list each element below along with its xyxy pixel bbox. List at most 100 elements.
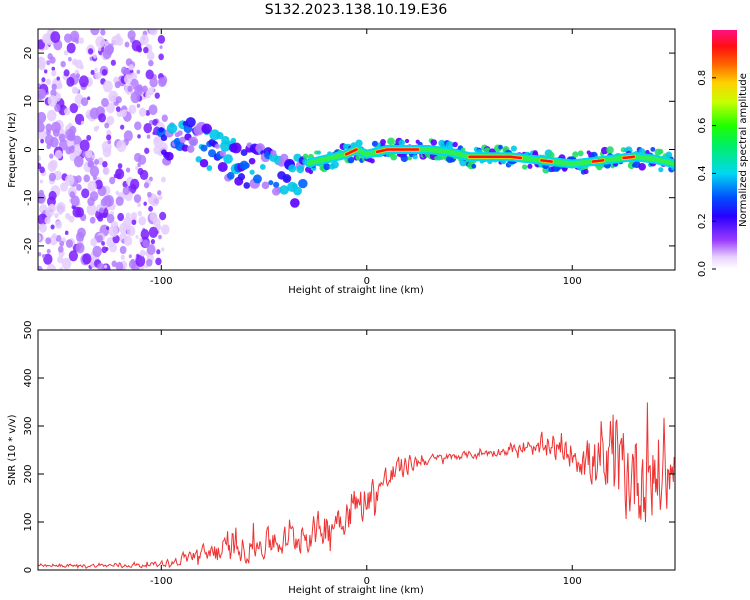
spectrogram-noise-cell <box>138 107 147 117</box>
spectrogram-noise-cell <box>108 225 119 238</box>
spectrogram-signal-cell <box>561 166 568 172</box>
spectrogram-noise-cell <box>86 134 92 141</box>
x-tick-label: -100 <box>150 576 173 587</box>
spectrogram-noise-cell <box>149 77 158 88</box>
spectrogram-noise-cell <box>102 166 110 176</box>
spectrogram-noise-cell <box>127 85 133 93</box>
spectrogram-noise-cell <box>64 174 75 186</box>
spectrogram-noise-cell <box>135 166 139 171</box>
spectrogram-noise-cell <box>106 115 115 126</box>
spectrogram-signal-cell <box>279 185 289 195</box>
spectrogram-noise-cell <box>133 194 142 203</box>
spectrogram-signal-cell <box>404 138 410 144</box>
spectrogram-noise-cell <box>128 64 134 71</box>
spectrogram-noise-cell <box>65 146 72 155</box>
spectrogram-noise-cell <box>160 176 166 183</box>
spectrogram-noise-cell <box>46 263 57 270</box>
spectrogram-noise-cell <box>123 74 133 85</box>
spectrogram-noise-cell <box>45 129 51 136</box>
spectrogram-noise-cell <box>136 84 143 93</box>
spectrogram-signal-cell <box>206 165 213 171</box>
spectrogram-noise-cell <box>90 69 95 75</box>
spectrogram-noise-cell <box>69 103 79 114</box>
spectrogram-noise-cell <box>97 47 102 52</box>
spectrogram-noise-cell <box>75 175 82 184</box>
spectrogram-noise-cell <box>43 69 48 74</box>
spectrogram-noise-cell <box>161 114 168 122</box>
spectrogram-noise-cell <box>46 60 51 66</box>
spectrogram-noise-cell <box>128 254 132 259</box>
spectrogram-noise-cell <box>147 191 152 198</box>
spectrogram-signal-cell <box>471 163 477 169</box>
spectrogram-signal-cell <box>259 164 266 170</box>
spectrogram-noise-cell <box>87 160 94 168</box>
colorbar-tick-label: 0.4 <box>697 165 708 181</box>
spectrogram-signal-cell <box>407 155 412 161</box>
spectrogram-hotspot <box>591 159 605 163</box>
spectrogram-noise-cell <box>38 111 47 124</box>
spectrogram-noise-cell <box>93 54 97 59</box>
spectrogram-signal-cell <box>230 142 242 154</box>
spectrogram-noise-cell <box>55 235 62 242</box>
spectrogram-signal-cell <box>369 158 375 164</box>
y-tick-label: 20 <box>23 47 34 60</box>
spectrogram-signal-cell <box>223 154 233 164</box>
spectrogram-noise-cell <box>38 234 42 242</box>
spectrogram-noise-cell <box>146 134 151 139</box>
spectrogram-signal-cell <box>248 157 256 165</box>
spectrogram-noise-cell <box>48 190 57 201</box>
spectrogram-noise-cell <box>97 262 105 270</box>
spectrogram-noise-cell <box>148 59 154 67</box>
spectrogram-noise-cell <box>157 34 166 44</box>
spectrogram-noise-cell <box>106 129 112 137</box>
spectrogram-noise-cell <box>138 216 147 226</box>
spectrogram-noise-cell <box>55 220 63 229</box>
spectrogram-signal-cell <box>583 168 589 175</box>
spectrogram-signal-cell <box>296 165 305 174</box>
y-tick-label: 0 <box>23 146 34 152</box>
spectrogram-signal-cell <box>665 151 673 159</box>
spectrogram-noise-cell <box>137 210 143 217</box>
spectrogram-noise-cell <box>117 212 125 222</box>
spectrogram-noise-cell <box>38 162 42 170</box>
spectrogram-noise-cell <box>131 219 137 226</box>
x-tick-label: -100 <box>150 276 173 287</box>
spectrogram-noise-cell <box>150 239 156 245</box>
spectrogram-signal-cell <box>302 153 309 159</box>
spectrogram-noise-cell <box>73 36 78 43</box>
spectrogram-noise-cell <box>109 96 114 102</box>
spectrogram-noise-cell <box>136 103 141 108</box>
spectrogram-signal-cell <box>288 164 297 173</box>
spectrogram-noise-cell <box>61 257 72 270</box>
spectrogram-signal-cell <box>230 137 237 144</box>
spectrogram-signal-cell <box>216 132 224 140</box>
spectrogram-noise-cell <box>137 202 141 208</box>
spectrogram-noise-cell <box>104 194 115 207</box>
spectrogram-noise-cell <box>123 235 133 247</box>
spectrogram-noise-cell <box>94 72 102 80</box>
spectrogram-signal-cell <box>298 178 308 189</box>
spectrogram-signal-cell <box>658 167 664 173</box>
spectrogram-noise-cell <box>38 154 41 163</box>
snr-ticks: -100 0 100 0 100 200 300 400 500 <box>23 320 675 587</box>
spectrogram-signal-cell <box>658 148 664 155</box>
spectrogram-noise-cell <box>72 206 82 218</box>
spectrogram-noise-cell <box>56 76 60 81</box>
spectrogram-noise-cell <box>100 29 106 36</box>
x-tick-label: 0 <box>364 276 370 287</box>
spectrogram-noise-cell <box>63 50 69 56</box>
spectrogram-noise-cell <box>49 153 54 159</box>
spectrogram-noise-cell <box>148 205 154 212</box>
spectrogram-noise-cell <box>122 186 130 195</box>
spectrogram-hotspot <box>540 159 553 163</box>
spectrogram-signal-cell <box>452 141 458 148</box>
spectrogram-noise-cell <box>46 248 51 254</box>
spectrogram-noise-cell <box>120 109 127 118</box>
spectrogram-signal-cell <box>240 149 248 157</box>
spectrogram-noise-cell <box>120 254 126 260</box>
spectrogram-noise-cell <box>149 195 160 207</box>
spectrogram-noise-cell <box>128 108 132 113</box>
spectrogram-noise-cell <box>160 247 165 252</box>
spectrogram-hotspot <box>375 148 420 154</box>
